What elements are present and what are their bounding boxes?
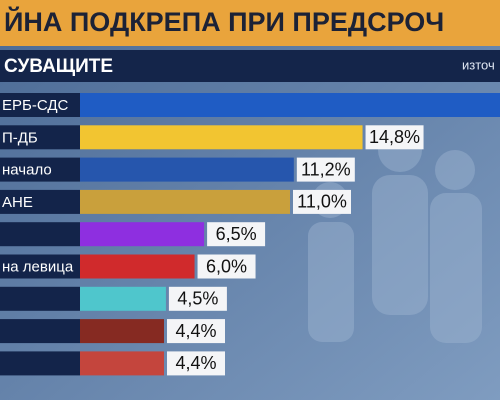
category-label: АНЕ bbox=[2, 194, 33, 211]
category-label: на левица bbox=[2, 258, 74, 275]
bar bbox=[80, 254, 195, 279]
value-label-box bbox=[293, 189, 351, 214]
value-label-box bbox=[296, 157, 355, 182]
value-label-box bbox=[365, 125, 424, 150]
value-label: 4,4% bbox=[175, 321, 216, 341]
subtitle-bar bbox=[0, 50, 500, 82]
value-label-box bbox=[168, 286, 227, 311]
category-label: П-ДБ bbox=[2, 129, 38, 146]
label-box bbox=[0, 157, 80, 182]
value-label: 14,8% bbox=[369, 127, 420, 147]
value-label: 6,5% bbox=[216, 224, 257, 244]
label-box bbox=[0, 254, 80, 279]
label-box bbox=[0, 222, 80, 247]
bar bbox=[80, 157, 294, 182]
value-label: 11,2% bbox=[301, 159, 351, 179]
value-label-box bbox=[197, 254, 256, 279]
title-bar bbox=[0, 0, 500, 46]
category-label: начало bbox=[2, 162, 52, 179]
chart-title: ЙНА ПОДКРЕПА ПРИ ПРЕДСРОЧ bbox=[4, 6, 444, 37]
bar bbox=[80, 189, 290, 214]
value-label: 4,5% bbox=[177, 289, 218, 309]
label-box bbox=[0, 351, 80, 376]
label-box bbox=[0, 125, 80, 150]
bar bbox=[80, 286, 166, 311]
category-label: ЕРБ-СДС bbox=[2, 97, 69, 114]
value-label: 4,4% bbox=[175, 353, 216, 373]
value-label: 11,0% bbox=[297, 192, 347, 212]
bar bbox=[80, 125, 363, 150]
subtitle: СУВАЩИТЕ bbox=[4, 56, 113, 77]
label-box bbox=[0, 189, 80, 214]
label-box bbox=[0, 319, 80, 344]
label-box bbox=[0, 93, 80, 117]
value-label-box bbox=[167, 351, 225, 376]
value-label-box bbox=[207, 222, 266, 247]
bar bbox=[80, 351, 164, 376]
label-box bbox=[0, 286, 80, 311]
source: източ bbox=[462, 57, 495, 72]
bar bbox=[80, 222, 205, 247]
bar bbox=[80, 319, 164, 344]
value-label: 6,0% bbox=[206, 256, 247, 276]
value-label-box bbox=[167, 319, 225, 344]
bar bbox=[80, 93, 500, 117]
